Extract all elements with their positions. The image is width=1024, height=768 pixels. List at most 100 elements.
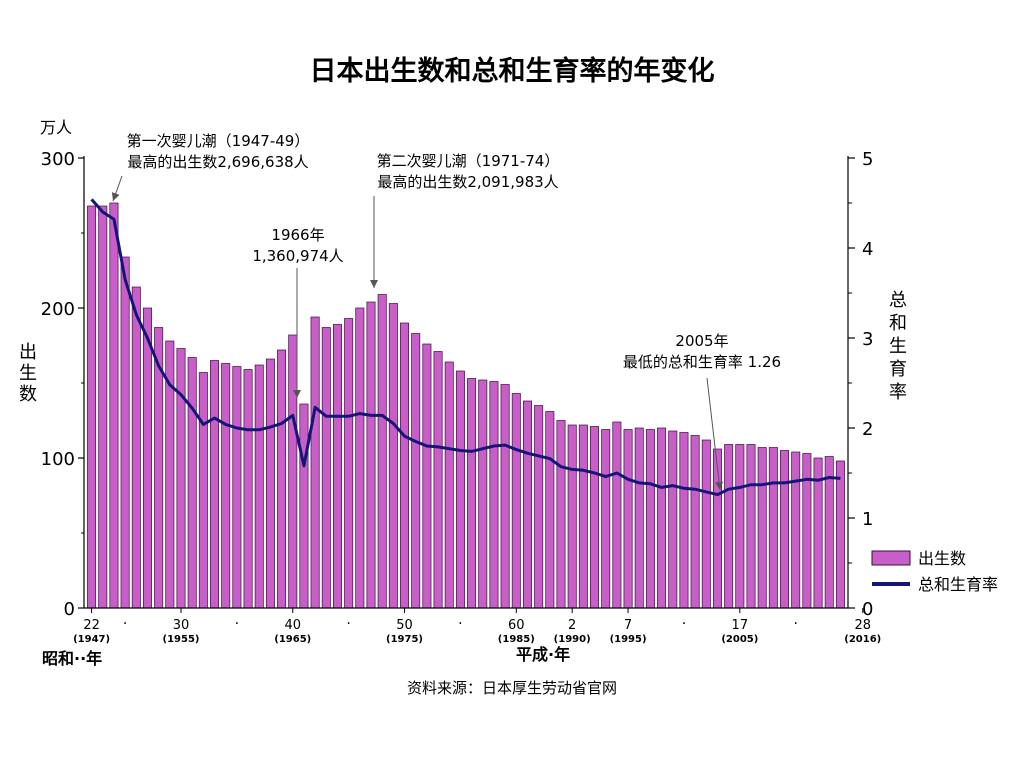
bar: [746, 444, 756, 609]
bar: [601, 429, 611, 609]
source-note: 资料来源：日本厚生劳动省官网: [407, 679, 617, 697]
bar: [265, 358, 275, 609]
bar: [131, 286, 141, 609]
bar: [701, 439, 711, 609]
bar: [98, 205, 108, 609]
x-tick-label: 30: [173, 618, 190, 633]
left-axis-unit: 万人: [40, 118, 72, 137]
bar: [690, 435, 700, 609]
x-tick-label: 22: [83, 618, 100, 633]
bar: [757, 447, 767, 609]
right-tick-label: 1: [862, 509, 873, 530]
bar: [679, 432, 689, 609]
bar: [534, 405, 544, 609]
right-tick-label: 5: [862, 149, 873, 170]
axis-label-char: 生: [19, 363, 37, 384]
bar: [310, 316, 320, 609]
bar: [578, 424, 588, 609]
bar: [210, 360, 220, 609]
bar: [768, 447, 778, 609]
x-tick-label: 17: [732, 618, 749, 633]
bar: [500, 384, 510, 609]
left-tick-label: 200: [41, 299, 75, 320]
axis-label-char: 和: [889, 313, 907, 334]
bar: [455, 370, 465, 609]
x-tick-year: (1975): [386, 634, 423, 645]
x-tick-year: (1947): [73, 634, 110, 645]
annotation-text: 最高的出生数2,091,983人: [377, 173, 558, 191]
bar: [511, 393, 521, 609]
bar: [388, 303, 398, 609]
bar: [288, 334, 298, 609]
bar-series: [87, 202, 845, 609]
bar: [645, 429, 655, 609]
annotation-text: 1966年: [271, 226, 324, 244]
x-tick-year: (1965): [274, 634, 311, 645]
bar: [366, 301, 376, 609]
era-label-heisei: 平成·年: [516, 645, 570, 664]
annotation-text: 2005年: [675, 332, 728, 350]
annotation-text: 第一次婴儿潮（1947-49）: [127, 132, 310, 150]
bar: [668, 430, 678, 609]
x-tick-label: 7: [624, 618, 632, 633]
bar: [400, 322, 410, 609]
legend-line-label: 总和生育率: [918, 575, 998, 594]
line-series: [90, 198, 841, 497]
bar: [590, 426, 600, 609]
bar: [109, 202, 119, 609]
bar: [277, 349, 287, 609]
x-tick-label: 50: [396, 618, 413, 633]
x-tick-year: (1990): [554, 634, 591, 645]
x-tick-dot: ·: [346, 616, 350, 632]
legend-bar-label: 出生数: [918, 549, 966, 568]
annotation-text: 最高的出生数2,696,638人: [127, 153, 308, 171]
bar: [791, 451, 801, 609]
bar: [377, 294, 387, 609]
right-tick-label: 3: [862, 329, 873, 350]
x-tick-year: (2005): [721, 634, 758, 645]
annotation-arrowhead: [715, 481, 724, 490]
annotation-text: 最低的总和生育率 1.26: [623, 353, 781, 371]
chart-title: 日本出生数和总和生育率的年变化: [310, 55, 715, 87]
bar: [489, 381, 499, 609]
bar: [221, 363, 231, 609]
x-tick-dot: ·: [123, 616, 127, 632]
bar: [634, 427, 644, 609]
axis-label-char: 数: [19, 384, 37, 405]
x-tick-dot: ·: [235, 616, 239, 632]
x-tick-label: 28: [854, 618, 871, 633]
annotations: 第一次婴儿潮（1947-49） 最高的出生数2,696,638人 第二次婴儿潮（19…: [111, 132, 781, 491]
bar: [433, 351, 443, 609]
x-tick-year: (1995): [610, 634, 647, 645]
tfr-line: [90, 198, 841, 497]
annotation-text: 1,360,974人: [252, 247, 343, 265]
axis-label-char: 率: [889, 382, 907, 403]
right-tick-label: 0: [862, 599, 873, 620]
bar: [478, 379, 488, 609]
x-tick-year: (1955): [163, 634, 200, 645]
annotation-text: 第二次婴儿潮（1971-74）: [377, 152, 560, 170]
bar: [176, 348, 186, 609]
bar: [467, 378, 477, 609]
axes: 0 100 200 300 0 1 2 3 4 5 22(1947) · 30(1955) · 40(196…: [41, 149, 882, 645]
x-tick-label: 2: [568, 618, 576, 633]
right-tick-label: 2: [862, 419, 873, 440]
bar: [780, 450, 790, 609]
bar: [545, 411, 555, 609]
bar: [567, 424, 577, 609]
left-tick-label: 300: [41, 149, 75, 170]
bar: [422, 343, 432, 609]
x-tick-dot: ·: [682, 616, 686, 632]
bar: [232, 366, 242, 609]
left-tick-label: 0: [64, 599, 75, 620]
legend-bar-swatch: [871, 550, 911, 566]
bar: [724, 444, 734, 609]
bar: [198, 372, 208, 609]
bar: [522, 400, 532, 609]
right-axis-label: 总和生育率: [889, 290, 907, 403]
axis-label-char: 育: [889, 359, 907, 380]
left-tick-label: 100: [41, 449, 75, 470]
bar: [254, 364, 264, 609]
